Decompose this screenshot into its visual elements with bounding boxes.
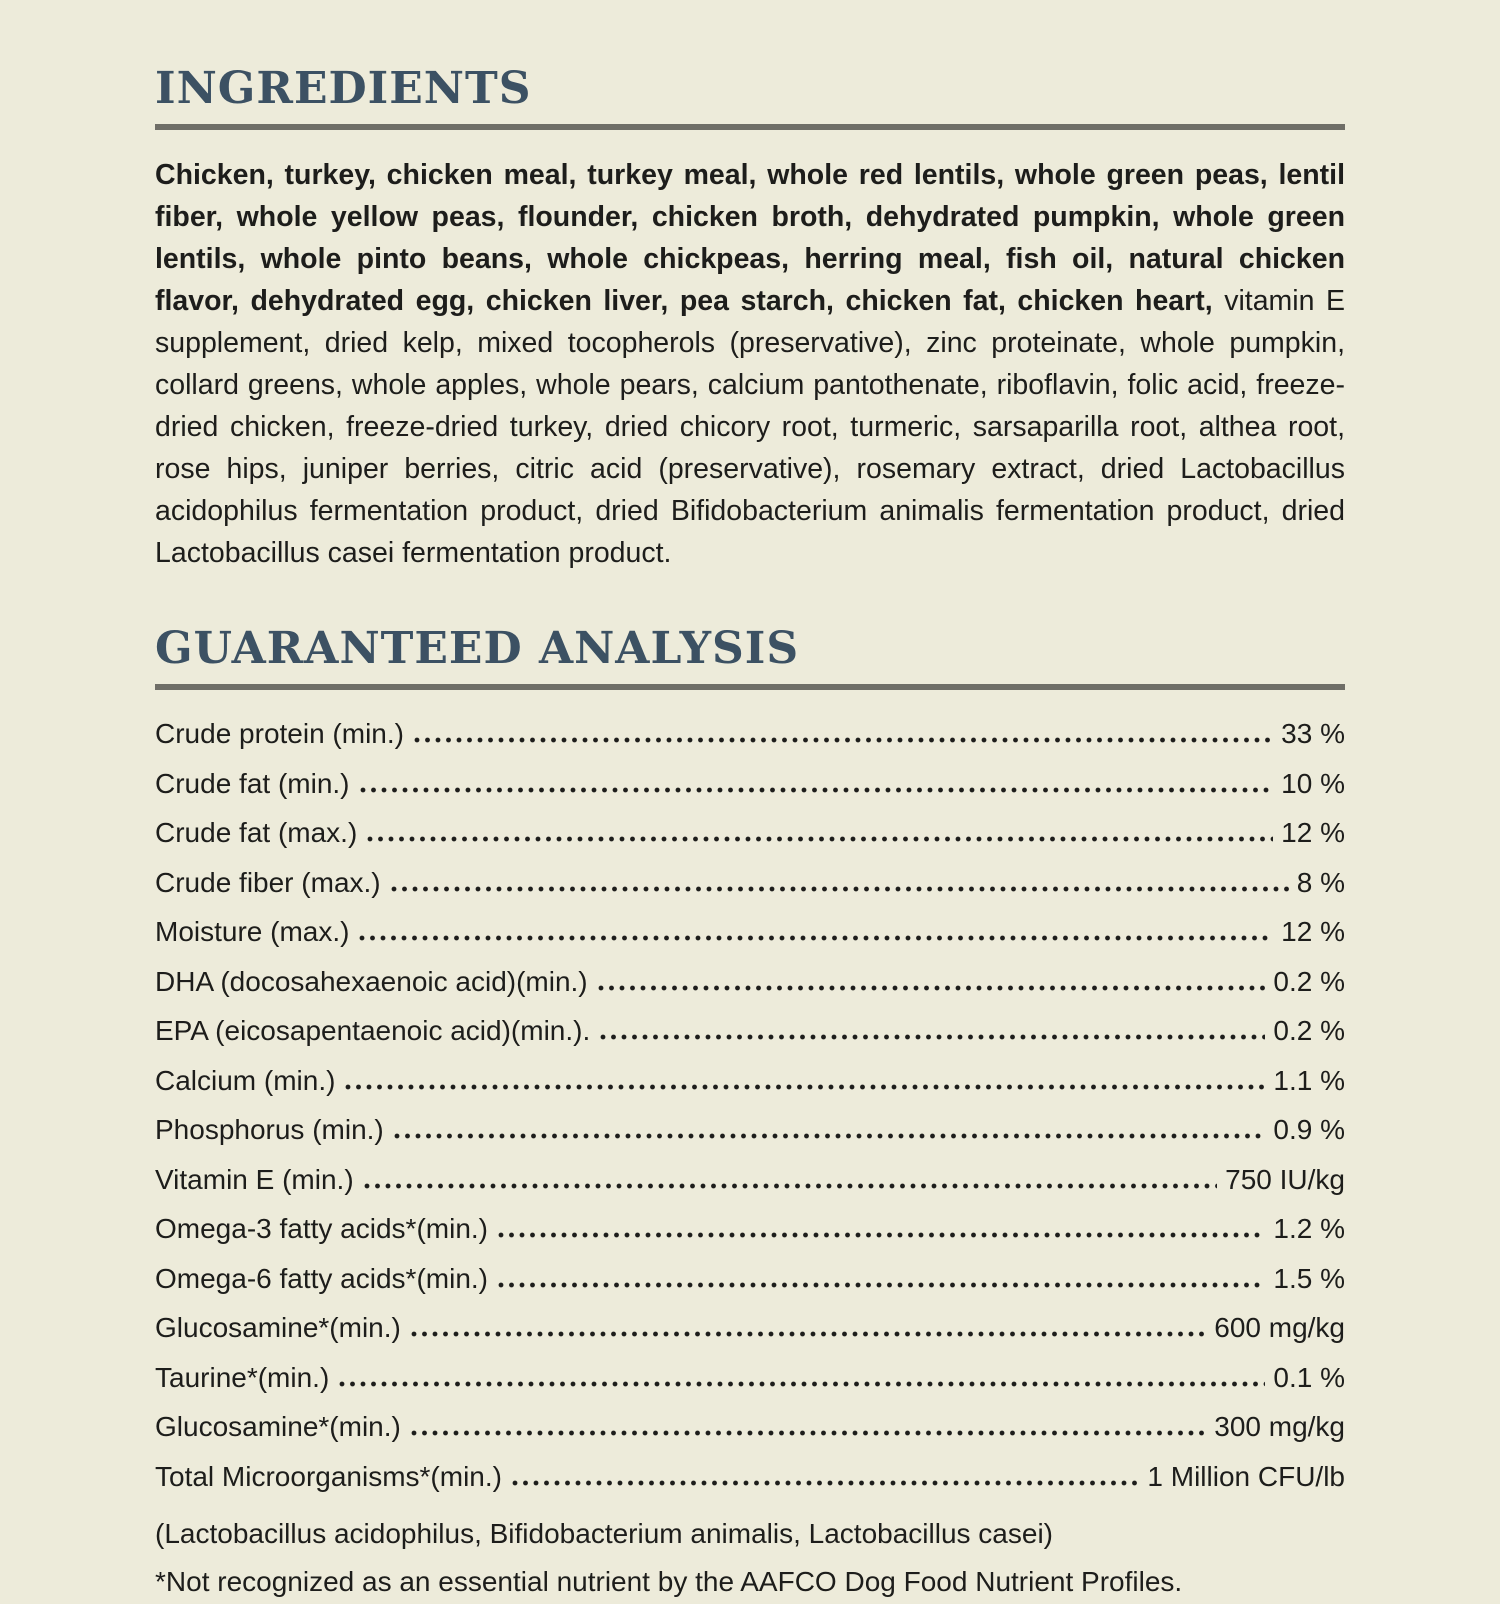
- ingredients-section: INGREDIENTS Chicken, turkey, chicken mea…: [155, 63, 1345, 574]
- dot-leader: [498, 1232, 1266, 1239]
- dot-leader: [393, 1133, 1266, 1140]
- dot-leader: [363, 1182, 1218, 1189]
- analysis-row-label: Phosphorus (min.): [155, 1114, 384, 1146]
- analysis-row-value: 1.2 %: [1273, 1213, 1345, 1245]
- dot-leader: [359, 786, 1274, 793]
- dot-leader: [413, 737, 1274, 744]
- analysis-row-label: Omega-6 fatty acids*(min.): [155, 1262, 488, 1294]
- analysis-row-label: Crude protein (min.): [155, 718, 404, 750]
- analysis-row: Crude fat (max.) 12 %: [155, 819, 1345, 847]
- analysis-row-value: 0.2 %: [1273, 965, 1345, 997]
- analysis-row-value: 12 %: [1281, 916, 1345, 948]
- analysis-row-value: 0.9 %: [1273, 1114, 1345, 1146]
- analysis-row-value: 300 mg/kg: [1214, 1411, 1345, 1443]
- ingredients-heading: INGREDIENTS: [155, 63, 532, 114]
- analysis-row-label: DHA (docosahexaenoic acid)(min.): [155, 965, 588, 997]
- ingredients-paragraph: Chicken, turkey, chicken meal, turkey me…: [155, 154, 1345, 574]
- dot-leader: [367, 836, 1274, 843]
- analysis-row-label: Crude fat (max.): [155, 817, 358, 849]
- analysis-row: Omega-3 fatty acids*(min.) 1.2 %: [155, 1215, 1345, 1243]
- analysis-row: Calcium (min.) 1.1 %: [155, 1064, 1345, 1096]
- analysis-row-value: 12 %: [1281, 817, 1345, 849]
- analysis-row-value: 0.1 %: [1273, 1361, 1345, 1393]
- microorganisms-note: (Lactobacillus acidophilus, Bifidobacter…: [155, 1518, 1053, 1550]
- analysis-row-label: Taurine*(min.): [155, 1361, 330, 1393]
- analysis-row: Glucosamine*(min.) 600 mg/kg: [155, 1314, 1345, 1342]
- analysis-row: Omega-6 fatty acids*(min.) 1.5 %: [155, 1262, 1345, 1294]
- analysis-row-value: 8 %: [1296, 866, 1345, 898]
- analysis-row: Crude protein (min.) 33 %: [155, 720, 1345, 748]
- analysis-row: DHA (docosahexaenoic acid)(min.) 0.2 %: [155, 965, 1345, 997]
- analysis-row: Crude fat (min.) 10 %: [155, 767, 1345, 799]
- analysis-row-value: 750 IU/kg: [1225, 1163, 1345, 1195]
- analysis-row-value: 10 %: [1281, 767, 1345, 799]
- dot-leader: [345, 1083, 1266, 1090]
- analysis-row: Taurine*(min.) 0.1 %: [155, 1361, 1345, 1393]
- analysis-row-label: Vitamin E (min.): [155, 1163, 354, 1195]
- analysis-row: Glucosamine*(min.) 300 mg/kg: [155, 1413, 1345, 1441]
- dot-leader: [597, 984, 1266, 991]
- analysis-row-value: 1.1 %: [1273, 1064, 1345, 1096]
- dot-leader: [511, 1479, 1140, 1486]
- guaranteed-analysis-heading-rule: [155, 684, 1345, 691]
- analysis-row-value: 600 mg/kg: [1214, 1312, 1345, 1344]
- aafco-footnote: *Not recognized as an essential nutrient…: [155, 1566, 1183, 1598]
- guaranteed-analysis-section: GUARANTEED ANALYSIS Crude protein (min.)…: [155, 623, 1345, 1604]
- dot-leader: [410, 1430, 1207, 1437]
- pet-food-label: INGREDIENTS Chicken, turkey, chicken mea…: [155, 63, 1345, 1597]
- analysis-row: Moisture (max.) 12 %: [155, 918, 1345, 946]
- guaranteed-analysis-list: Crude protein (min.) 33 % Crude fat (min…: [155, 720, 1345, 1491]
- analysis-row-label: Total Microorganisms*(min.): [155, 1460, 502, 1492]
- guaranteed-analysis-heading: GUARANTEED ANALYSIS: [155, 623, 800, 675]
- dot-leader: [339, 1380, 1266, 1387]
- analysis-row: Phosphorus (min.) 0.9 %: [155, 1116, 1345, 1144]
- analysis-row: EPA (eicosapentaenoic acid)(min.). 0.2 %: [155, 1017, 1345, 1045]
- analysis-row-label: Crude fat (min.): [155, 767, 350, 799]
- ingredients-heading-rule: [155, 124, 1345, 131]
- dot-leader: [390, 885, 1289, 892]
- analysis-row-value: 0.2 %: [1273, 1015, 1345, 1047]
- analysis-row-label: EPA (eicosapentaenoic acid)(min.).: [155, 1015, 591, 1047]
- analysis-row-label: Glucosamine*(min.): [155, 1312, 401, 1344]
- ingredients-regular-text: vitamin E supplement, dried kelp, mixed …: [155, 285, 1345, 570]
- analysis-row-value: 1.5 %: [1273, 1262, 1345, 1294]
- analysis-row-label: Calcium (min.): [155, 1064, 336, 1096]
- dot-leader: [498, 1281, 1266, 1288]
- analysis-row-label: Moisture (max.): [155, 916, 350, 948]
- analysis-row-label: Crude fiber (max.): [155, 866, 381, 898]
- dot-leader: [600, 1034, 1266, 1041]
- dot-leader: [410, 1331, 1207, 1338]
- analysis-row: Total Microorganisms*(min.) 1 Million CF…: [155, 1460, 1345, 1492]
- analysis-row: Crude fiber (max.) 8 %: [155, 866, 1345, 898]
- analysis-row-label: Glucosamine*(min.): [155, 1411, 401, 1443]
- analysis-row-value: 1 Million CFU/lb: [1147, 1460, 1345, 1492]
- analysis-row-value: 33 %: [1281, 718, 1345, 750]
- ingredients-bold-text: Chicken, turkey, chicken meal, turkey me…: [155, 159, 1345, 318]
- dot-leader: [359, 935, 1274, 942]
- analysis-row: Vitamin E (min.) 750 IU/kg: [155, 1163, 1345, 1195]
- analysis-row-label: Omega-3 fatty acids*(min.): [155, 1213, 488, 1245]
